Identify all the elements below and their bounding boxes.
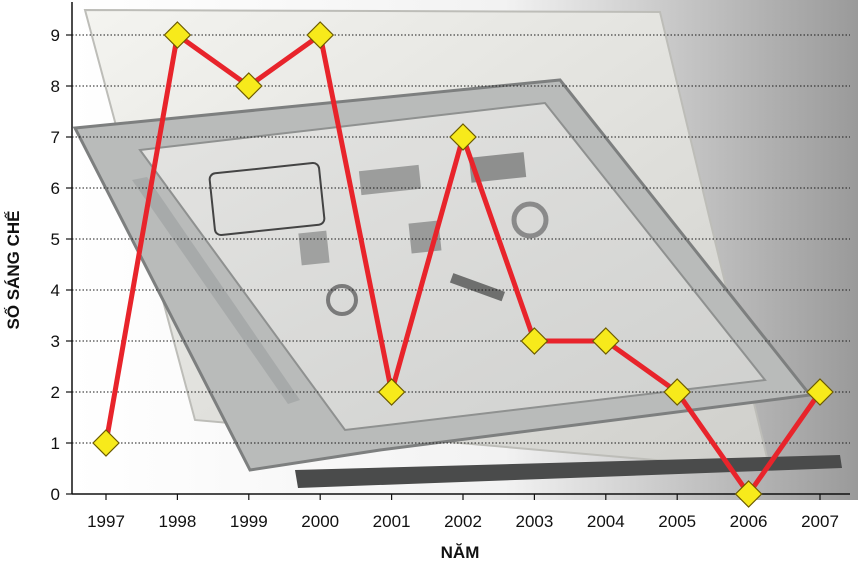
y-tick-label: 0	[51, 485, 60, 504]
y-tick-label: 3	[51, 332, 60, 351]
y-tick-label: 7	[51, 128, 60, 147]
x-axis-title: NĂM	[441, 543, 480, 562]
x-tick-label: 2003	[515, 512, 553, 531]
data-point-2000	[306, 21, 335, 49]
x-tick-label: 1997	[87, 512, 125, 531]
y-tick-label: 6	[51, 179, 60, 198]
data-point-2002	[449, 123, 477, 151]
x-tick-label: 2005	[658, 512, 696, 531]
label-layer: 0 1 2 3 4 5 6 7 8 9 1997 1998 1999 2000 2001 2002 2003 20…	[51, 26, 839, 531]
tablet-icon-books	[208, 162, 326, 236]
stylus	[295, 455, 842, 488]
x-tick-label: 2007	[801, 512, 839, 531]
tablet-icon-documents	[298, 230, 330, 266]
x-tick-label: 2006	[730, 512, 768, 531]
data-point-1998	[163, 21, 192, 49]
y-tick-label: 8	[51, 77, 60, 96]
x-tick-label: 2002	[444, 512, 482, 531]
tablet-icon-search	[326, 284, 358, 316]
y-tick-label: 4	[51, 281, 60, 300]
y-tick-label: 9	[51, 26, 60, 45]
data-point-2003	[520, 327, 549, 355]
tablet-icon-help	[511, 201, 549, 239]
data-point-2007	[806, 378, 834, 406]
data-point-1999	[234, 72, 263, 100]
x-tick-label: 2001	[373, 512, 411, 531]
x-tick-label: 2000	[301, 512, 339, 531]
x-tick-label: 1999	[230, 512, 268, 531]
data-point-2001	[377, 378, 406, 406]
marker-layer	[92, 21, 834, 508]
axis-layer	[66, 2, 850, 500]
x-tick-label: 1998	[158, 512, 196, 531]
y-tick-label: 1	[51, 434, 60, 453]
y-axis-title: SỐ SÁNG CHẾ	[3, 210, 23, 329]
tablet-icon-images	[468, 152, 527, 183]
x-tick-label: 2004	[587, 512, 625, 531]
y-tick-label: 2	[51, 383, 60, 402]
data-point-2006	[734, 480, 763, 508]
data-point-2004	[591, 327, 620, 355]
data-point-2005	[663, 378, 692, 406]
y-tick-label: 5	[51, 230, 60, 249]
tablet-icon-settings	[449, 273, 506, 302]
data-point-1997	[92, 429, 120, 457]
